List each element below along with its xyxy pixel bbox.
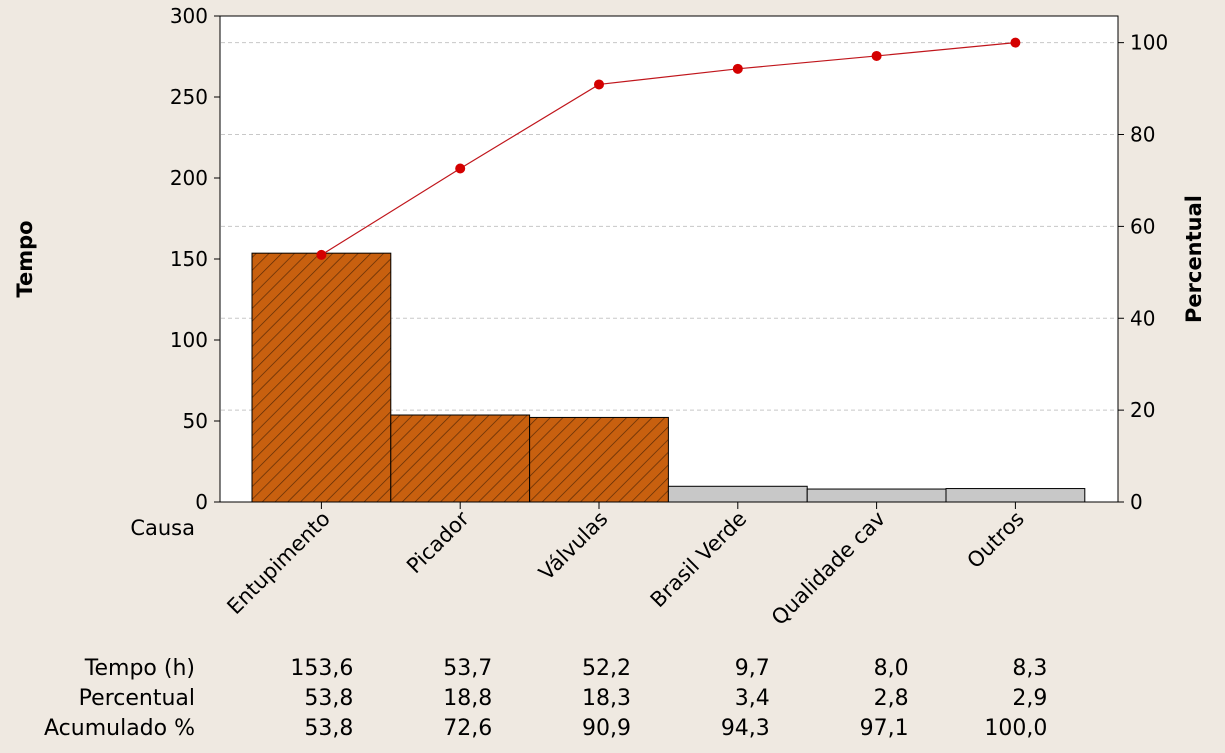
x-axis-title: Causa [130, 516, 195, 540]
table-cell: 90,9 [582, 716, 631, 741]
cumulative-point [455, 163, 466, 174]
table-cell: 2,8 [874, 686, 909, 711]
cumulative-point [732, 63, 743, 74]
y-tick-label: 250 [170, 85, 208, 109]
y-tick-label: 150 [170, 247, 208, 271]
y2-axis-title: Percentual [1182, 195, 1206, 323]
cumulative-point [871, 50, 882, 61]
table-cell: 18,3 [582, 686, 631, 711]
table-cell: 53,8 [304, 686, 353, 711]
table-cell: 53,8 [304, 716, 353, 741]
category-label: Outros [962, 507, 1029, 574]
data-table: Tempo (h) 153,6 53,7 52,2 9,7 8,0 8,3 Percentua… [44, 656, 1047, 741]
y-tick-label: 0 [195, 490, 208, 514]
category-label: Válvulas [534, 507, 612, 585]
category-label: Qualidade cav [767, 507, 890, 630]
y-tick-label: 100 [170, 328, 208, 352]
table-cell: 8,0 [874, 656, 909, 681]
bar-válvulas [529, 416, 669, 503]
cumulative-line [316, 37, 1021, 260]
table-cell: 52,2 [582, 656, 631, 681]
table-cell: 94,3 [721, 716, 770, 741]
table-cell: 153,6 [290, 656, 353, 681]
axes: 0 50 100 150 200 250 300 0 20 40 60 80 100 [170, 4, 1168, 514]
y-tick-label: 300 [170, 4, 208, 28]
y-tick-label: 50 [183, 409, 208, 433]
y2-tick-label: 0 [1130, 490, 1143, 514]
bars [251, 252, 1086, 503]
bar-outros [945, 488, 1086, 503]
cumulative-point [1010, 37, 1021, 48]
category-label: Picador [402, 506, 474, 578]
table-cell: 9,7 [735, 656, 770, 681]
y2-tick-label: 20 [1130, 398, 1155, 422]
table-cell: 3,4 [735, 686, 770, 711]
y2-tick-label: 40 [1130, 306, 1155, 330]
table-row-label: Percentual [79, 686, 195, 711]
table-cell: 100,0 [984, 716, 1047, 741]
table-row-label: Tempo (h) [84, 656, 195, 681]
category-label: Entupimento [222, 507, 334, 619]
table-row-label: Acumulado % [44, 716, 195, 741]
table-cell: 97,1 [860, 716, 909, 741]
bar-entupimento [251, 252, 392, 503]
y-axis-title: Tempo [13, 220, 37, 297]
table-cell: 8,3 [1012, 656, 1047, 681]
bar-qualidade-cav [806, 488, 947, 503]
table-cell: 2,9 [1012, 686, 1047, 711]
cumulative-point [594, 79, 604, 90]
y2-tick-label: 100 [1130, 31, 1168, 55]
table-cell: 72,6 [443, 716, 492, 741]
table-cell: 53,7 [443, 656, 492, 681]
category-label: Brasil Verde [646, 507, 752, 613]
y2-tick-label: 60 [1130, 214, 1155, 238]
cumulative-point [316, 249, 327, 260]
cumulative-line-path [321, 42, 1016, 256]
table-cell: 18,8 [443, 686, 492, 711]
category-labels: Entupimento Picador Válvulas Brasil Verde Qu… [222, 506, 1028, 630]
bar-picador [390, 414, 531, 503]
y2-tick-label: 80 [1130, 123, 1155, 147]
y-tick-label: 200 [170, 166, 208, 190]
bar-brasil-verde [667, 485, 808, 503]
